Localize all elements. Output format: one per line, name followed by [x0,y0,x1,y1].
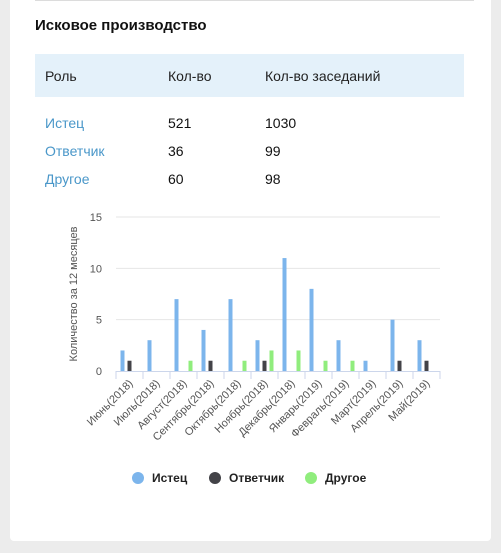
bar-2-4[interactable] [242,360,247,371]
legend-label-0[interactable]: Истец [152,471,188,485]
header-count: Кол-во [168,67,212,84]
bar-1-3[interactable] [208,360,213,371]
row-count: 60 [168,171,184,187]
row-sessions: 1030 [265,115,297,131]
bar-1-11[interactable] [424,360,429,371]
role-link-plaintiff[interactable]: Истец [45,115,85,131]
bar-0-3[interactable] [201,329,206,371]
bar-0-0[interactable] [120,350,125,371]
bar-0-4[interactable] [228,299,233,371]
section-title: Исковое производство [35,17,207,34]
roles-table: Роль Кол-во Кол-во заседаний Истец 521 1… [35,54,464,193]
bar-0-7[interactable] [309,288,314,371]
bar-2-6[interactable] [296,350,301,371]
header-sessions: Кол-во заседаний [265,67,381,84]
row-count: 521 [168,115,192,131]
legend-label-1[interactable]: Ответчик [229,471,285,485]
bar-0-6[interactable] [282,258,287,371]
bar-0-11[interactable] [417,340,422,371]
legend-marker-0[interactable] [132,472,144,484]
legend-marker-1[interactable] [209,472,221,484]
bar-1-5[interactable] [262,360,267,371]
bar-2-5[interactable] [269,350,274,371]
table-row: Другое 60 98 [35,165,464,193]
bar-0-9[interactable] [363,360,368,371]
y-tick-label: 15 [90,212,102,224]
header-role: Роль [45,67,77,84]
bar-2-2[interactable] [188,360,193,371]
table-row: Истец 521 1030 [35,97,464,137]
bar-0-1[interactable] [147,340,152,371]
bar-2-7[interactable] [323,360,328,371]
table-header-row: Роль Кол-во Кол-во заседаний [35,54,464,97]
bar-1-10[interactable] [397,360,402,371]
card-divider [35,0,474,1]
row-sessions: 98 [265,171,281,187]
table-row: Ответчик 36 99 [35,137,464,165]
bar-0-10[interactable] [390,319,395,371]
bar-0-5[interactable] [255,340,260,371]
row-sessions: 99 [265,143,281,159]
bar-0-8[interactable] [336,340,341,371]
bar-1-0[interactable] [127,360,132,371]
bar-2-8[interactable] [350,360,355,371]
bar-0-2[interactable] [174,299,179,371]
judicial-card: Исковое производство Роль Кол-во Кол-во … [10,0,491,541]
y-axis-title: Количество за 12 месяцев [68,226,80,361]
legend-label-2[interactable]: Другое [325,471,367,485]
y-tick-label: 5 [96,315,102,327]
y-tick-label: 0 [96,366,102,378]
y-tick-label: 10 [90,263,102,275]
row-count: 36 [168,143,184,159]
legend-marker-2[interactable] [305,472,317,484]
role-link-defendant[interactable]: Ответчик [45,143,105,159]
role-link-other[interactable]: Другое [45,171,90,187]
